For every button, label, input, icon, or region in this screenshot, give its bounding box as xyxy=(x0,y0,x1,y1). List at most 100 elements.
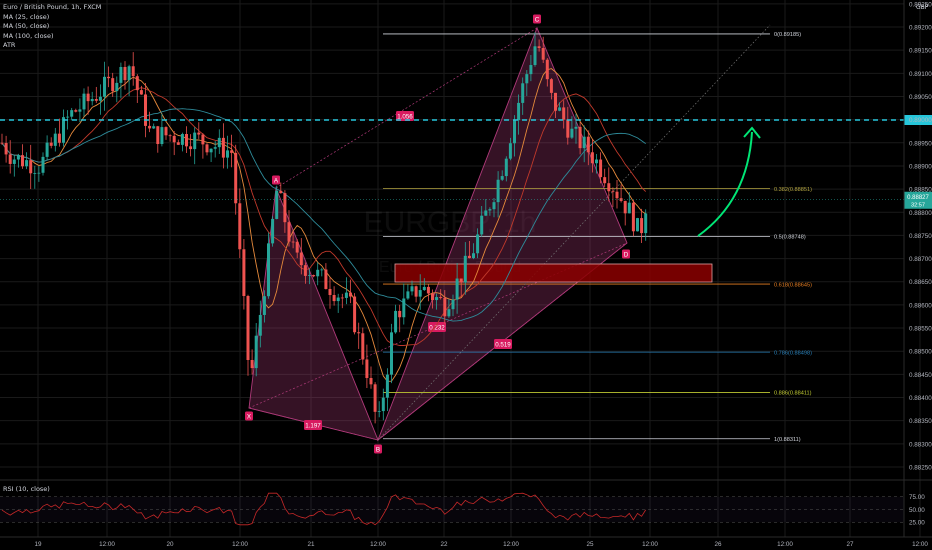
candle-body xyxy=(320,269,324,271)
time-tick-label: 12:00 xyxy=(912,541,928,548)
candle-body xyxy=(119,66,123,83)
candle-body xyxy=(258,314,262,336)
candle-body xyxy=(16,155,20,160)
current-price-tag xyxy=(904,191,932,209)
candle-body xyxy=(62,117,65,143)
candle-body xyxy=(365,359,369,379)
candle-body xyxy=(373,384,377,412)
candle-body xyxy=(94,99,98,101)
candle-body xyxy=(57,133,61,143)
candle-body xyxy=(410,286,414,292)
candle-body xyxy=(12,159,16,164)
time-tick-label: 25 xyxy=(586,541,594,548)
candle-body xyxy=(193,132,197,150)
candle-body xyxy=(640,218,644,234)
time-tick-label: 12:00 xyxy=(642,541,658,548)
candle-body xyxy=(406,291,410,299)
pattern-ratio-label: 1.197 xyxy=(305,422,321,429)
candle-body xyxy=(431,293,434,301)
price-tick-label: 0.89150 xyxy=(909,48,932,55)
candle-body xyxy=(86,93,90,102)
rsi-title[interactable]: RSI (10, close) xyxy=(3,485,50,493)
candle-body xyxy=(98,96,102,101)
fib-trend-line xyxy=(377,24,771,441)
candle-body xyxy=(156,126,160,145)
candle-body xyxy=(508,143,512,159)
candle-body xyxy=(279,190,283,194)
price-tick-label: 0.88900 xyxy=(909,163,932,170)
price-tick-label: 0.88450 xyxy=(909,372,932,379)
candle-body xyxy=(488,209,492,211)
candle-body xyxy=(29,160,33,174)
candle-body xyxy=(533,46,537,66)
pattern-point-marker xyxy=(374,444,382,454)
candle-body xyxy=(164,127,168,136)
pattern-point-marker xyxy=(622,249,630,259)
candle-body xyxy=(644,213,648,234)
candle-body xyxy=(4,143,8,155)
candle-body xyxy=(558,107,562,111)
reversal-zone[interactable] xyxy=(394,263,713,283)
time-tick-label: 12:00 xyxy=(503,541,519,548)
candle-body xyxy=(349,292,352,297)
fib-level-label: 0.618(0.88645) xyxy=(774,282,812,288)
instrument-title[interactable]: Euro / British Pound, 1h, FXCM xyxy=(3,3,102,11)
price-tick-label: 0.88700 xyxy=(909,256,932,263)
rsi-level-label: 75.00 xyxy=(909,494,925,501)
atr-label[interactable]: ATR xyxy=(3,41,16,49)
pattern-point-label: B xyxy=(376,446,380,453)
bar-countdown: 32:57 xyxy=(911,202,925,208)
candle-body xyxy=(103,76,106,97)
candle-body xyxy=(631,202,635,232)
legend: Euro / British Pound, 1h, FXCM MA (25, c… xyxy=(3,3,101,51)
price-tick-label: 0.88350 xyxy=(909,418,932,425)
candle-body xyxy=(152,126,156,129)
pattern-point-label: A xyxy=(274,177,279,184)
ma100-label[interactable]: MA (100, close) xyxy=(3,31,54,40)
candle-body xyxy=(226,150,229,158)
candle-body xyxy=(537,46,541,49)
candle-body xyxy=(299,252,303,266)
time-tick-label: 22 xyxy=(440,541,448,548)
candle-body xyxy=(476,234,480,254)
price-tick-label: 0.88850 xyxy=(909,187,932,194)
potential-reversal-zone xyxy=(394,263,713,283)
pattern-xd-ratio-line xyxy=(248,242,628,409)
candle-body xyxy=(541,48,545,60)
harmonic-pattern[interactable]: X A B C D 1.197 0.232 0.519 1.056 xyxy=(245,14,630,454)
candle-body xyxy=(611,191,615,193)
fib-level-label: 1(0.88311) xyxy=(774,437,801,443)
price-tick-label: 0.88500 xyxy=(909,349,932,356)
candle-body xyxy=(115,82,119,92)
candle-body xyxy=(312,275,316,277)
candle-body xyxy=(74,110,78,112)
candle-body xyxy=(623,200,627,214)
candle-body xyxy=(205,144,209,153)
candle-body xyxy=(377,411,381,412)
candle-body xyxy=(504,158,508,177)
candle-body xyxy=(209,148,213,153)
candle-body xyxy=(394,310,398,333)
current-price-value: 0.88827 xyxy=(907,195,929,201)
candle-body xyxy=(197,132,201,135)
fibonacci-retracement[interactable]: 0(0.89185) 0.382(0.88851) 0.5(0.88748) 0.61… xyxy=(377,24,812,443)
time-tick-label: 12:00 xyxy=(232,541,248,548)
candle-body xyxy=(250,360,254,369)
pattern-ac-ratio-line xyxy=(275,27,538,189)
candle-body xyxy=(267,243,270,297)
candle-body xyxy=(308,275,311,276)
ma50-label[interactable]: MA (50, close) xyxy=(3,22,50,30)
candle-body xyxy=(586,136,590,153)
candle-body xyxy=(340,297,344,299)
price-tick-label: 0.89000 xyxy=(909,117,932,124)
rsi-level-label: 25.00 xyxy=(909,520,925,527)
candle-body xyxy=(78,109,82,112)
candle-body xyxy=(566,119,570,138)
candle-body xyxy=(549,79,553,93)
candle-body xyxy=(570,128,574,138)
candle-body xyxy=(172,135,176,143)
candle-body xyxy=(201,134,205,145)
ma25-label[interactable]: MA (25, close) xyxy=(3,12,50,21)
